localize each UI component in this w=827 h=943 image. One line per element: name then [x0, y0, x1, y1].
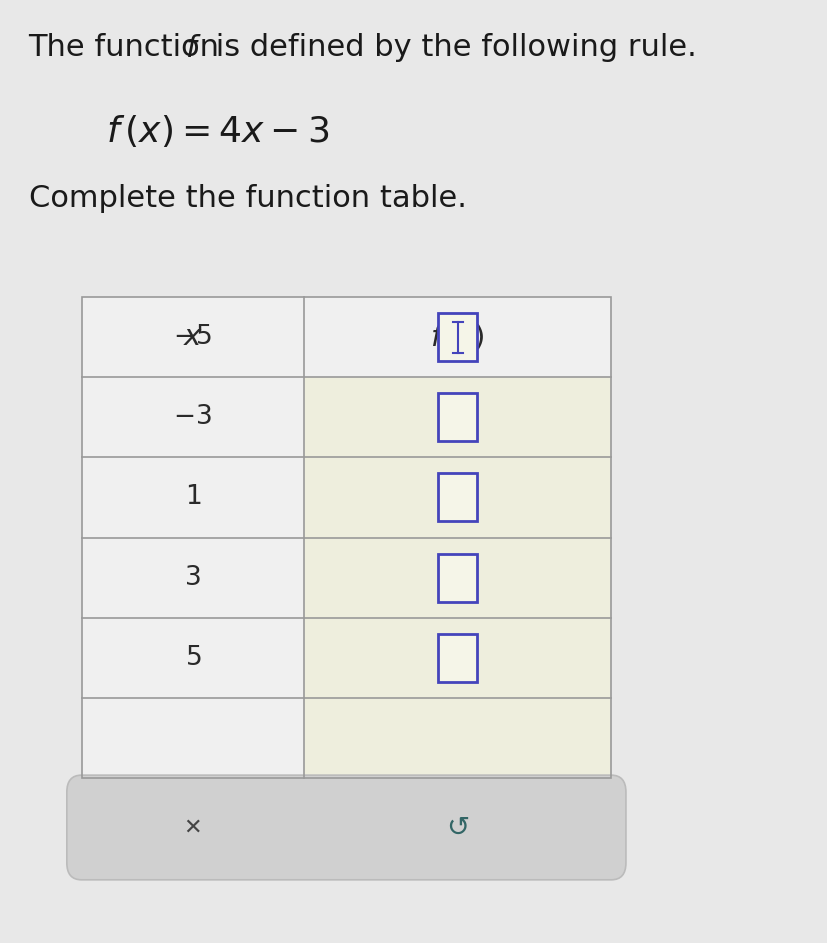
Text: Complete the function table.: Complete the function table. [28, 184, 466, 213]
Bar [82, 297, 304, 377]
Text: $f\,(x) = 4x - 3$: $f\,(x) = 4x - 3$ [106, 113, 329, 149]
Bar [82, 297, 611, 778]
Bar [304, 538, 611, 618]
Bar [438, 313, 477, 361]
Bar [82, 457, 304, 538]
Text: $f\,(x)$: $f\,(x)$ [430, 323, 485, 352]
Text: $-5$: $-5$ [174, 324, 212, 350]
Text: ✕: ✕ [184, 818, 202, 837]
Bar [438, 393, 477, 441]
Text: $f$: $f$ [185, 33, 202, 64]
Text: ↺: ↺ [446, 814, 469, 841]
Bar [304, 618, 611, 698]
Bar [82, 538, 304, 618]
Bar [82, 698, 304, 778]
Bar [438, 634, 477, 682]
Bar [82, 297, 611, 778]
Bar [304, 457, 611, 538]
Text: $1$: $1$ [184, 485, 201, 510]
Bar [304, 698, 611, 778]
Bar [438, 473, 477, 521]
Bar [304, 297, 611, 377]
Text: is defined by the following rule.: is defined by the following rule. [206, 33, 697, 62]
Bar [438, 554, 477, 602]
Bar [82, 377, 304, 457]
FancyBboxPatch shape [67, 775, 626, 880]
Text: $3$: $3$ [184, 565, 201, 590]
Text: $5$: $5$ [184, 645, 201, 670]
Text: $-3$: $-3$ [174, 405, 212, 430]
Bar [304, 377, 611, 457]
Bar [82, 618, 304, 698]
Text: The function: The function [28, 33, 229, 62]
Text: $x$: $x$ [183, 323, 203, 351]
